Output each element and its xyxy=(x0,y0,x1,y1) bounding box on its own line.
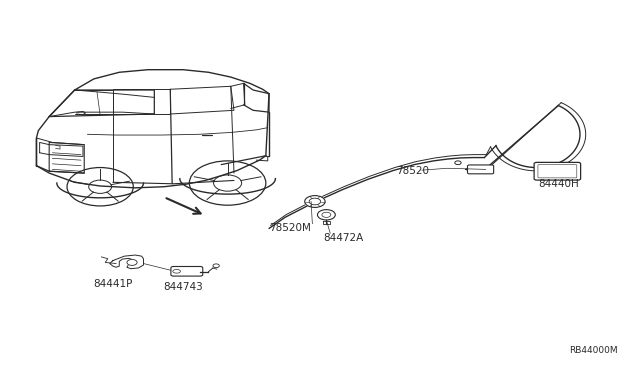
FancyBboxPatch shape xyxy=(171,266,203,276)
Circle shape xyxy=(309,198,321,205)
Text: 78520: 78520 xyxy=(396,166,429,176)
Circle shape xyxy=(213,264,220,267)
FancyBboxPatch shape xyxy=(467,165,493,174)
Text: 844743: 844743 xyxy=(163,282,203,292)
Circle shape xyxy=(322,212,331,217)
Text: 84440H: 84440H xyxy=(539,179,579,189)
Circle shape xyxy=(317,210,335,220)
Text: 84441P: 84441P xyxy=(93,279,132,289)
Text: 84472A: 84472A xyxy=(323,233,364,243)
Ellipse shape xyxy=(173,269,180,273)
Text: RB44000M: RB44000M xyxy=(570,346,618,355)
Circle shape xyxy=(127,260,137,265)
Circle shape xyxy=(305,196,325,208)
Text: 78520M: 78520M xyxy=(269,224,311,234)
FancyBboxPatch shape xyxy=(534,162,580,180)
FancyBboxPatch shape xyxy=(538,164,577,178)
